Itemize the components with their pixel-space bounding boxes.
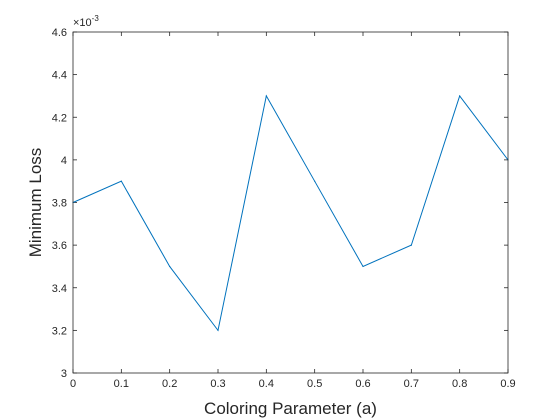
x-tick-label: 0.9 — [500, 378, 515, 390]
y-tick-label: 3 — [61, 368, 67, 380]
y-exponent-label: ×10-3 — [73, 14, 99, 29]
data-point — [314, 180, 316, 182]
data-point — [120, 180, 122, 182]
y-tick-label: 4.6 — [52, 27, 67, 39]
x-tick-label: 0.5 — [307, 378, 322, 390]
x-axis-ticks: 0 0.1 0.2 0.3 0.4 0.5 0.6 0.7 0.8 0.9 — [70, 32, 516, 390]
x-tick-label: 0.4 — [259, 378, 274, 390]
x-tick-label: 0.8 — [452, 378, 467, 390]
series-line — [72, 94, 509, 332]
x-tick-label: 0.7 — [404, 378, 419, 390]
y-tick-label: 4 — [61, 155, 67, 167]
plot-background — [73, 32, 508, 373]
y-tick-label: 3.6 — [52, 240, 67, 252]
x-tick-label: 0.6 — [355, 378, 370, 390]
y-tick-label: 3.2 — [52, 325, 67, 337]
y-axis-ticks: 3 3.2 3.4 3.6 3.8 4 4.2 4.4 4.6 — [52, 27, 508, 380]
y-axis-title: Minimum Loss — [26, 148, 45, 258]
data-point — [169, 265, 171, 268]
x-tick-label: 0.1 — [114, 378, 129, 390]
y-tick-label: 3.8 — [52, 198, 67, 210]
y-tick-label: 3.4 — [52, 283, 67, 295]
plot-box — [72, 31, 509, 374]
data-point — [459, 95, 461, 97]
x-tick-label: 0.3 — [210, 378, 225, 390]
x-tick-label: 0 — [70, 378, 76, 390]
data-point — [410, 244, 412, 246]
y-tick-label: 4.2 — [52, 112, 67, 124]
y-tick-label: 4.4 — [52, 70, 67, 82]
x-tick-label: 0.2 — [162, 378, 177, 390]
data-point — [217, 329, 219, 331]
data-point — [265, 95, 267, 97]
data-point — [362, 265, 364, 268]
x-axis-title: Coloring Parameter (a) — [204, 399, 377, 418]
